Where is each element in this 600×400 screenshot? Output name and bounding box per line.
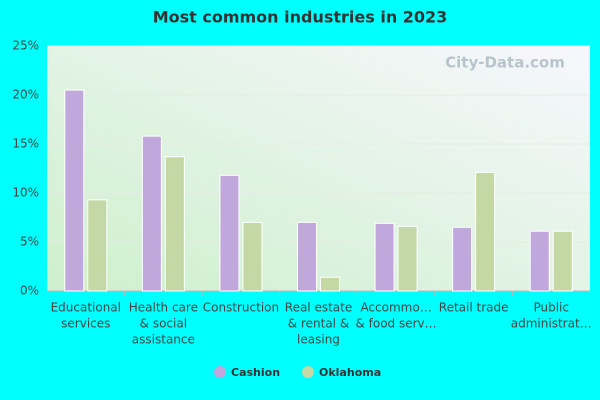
bar xyxy=(529,230,550,292)
x-tick-label: leasing xyxy=(297,333,340,347)
y-tick-label: 25% xyxy=(12,39,39,53)
x-tick-label: administrat… xyxy=(511,317,592,331)
bar xyxy=(219,174,240,292)
legend-label: Cashion xyxy=(231,366,280,379)
bar xyxy=(164,156,185,292)
bar xyxy=(242,221,263,292)
legend-swatch xyxy=(302,366,314,378)
watermark: City-Data.com xyxy=(445,54,565,72)
x-tick-label: Retail trade xyxy=(439,301,509,315)
bar xyxy=(320,276,340,292)
bar xyxy=(475,171,496,292)
x-tick-label: Accommo… xyxy=(360,301,431,315)
y-tick-label: 20% xyxy=(12,88,39,102)
x-tick-label: Real estate xyxy=(285,301,352,315)
x-tick-label: Construction xyxy=(203,301,279,315)
chart-title: Most common industries in 2023 xyxy=(153,8,448,27)
bar xyxy=(64,89,85,292)
y-tick-label: 0% xyxy=(20,284,39,298)
y-tick-label: 15% xyxy=(12,137,39,151)
x-tick-label: Health care xyxy=(129,301,198,315)
bar xyxy=(141,135,162,292)
bar xyxy=(452,226,473,292)
x-tick-label: & social xyxy=(140,317,187,331)
bar xyxy=(87,199,108,292)
legend-swatch xyxy=(214,366,226,378)
plot-area xyxy=(47,46,590,291)
bar xyxy=(552,230,573,292)
x-tick-label: services xyxy=(61,317,110,331)
y-tick-label: 10% xyxy=(12,186,39,200)
x-tick-label: Educational xyxy=(51,301,121,315)
x-tick-label: & rental & xyxy=(288,317,349,331)
bar xyxy=(397,225,418,292)
bar xyxy=(297,221,317,292)
y-tick-label: 5% xyxy=(20,235,39,249)
legend-label: Oklahoma xyxy=(319,366,381,379)
x-tick-label: assistance xyxy=(132,333,195,347)
x-tick-label: & food serv… xyxy=(355,317,436,331)
bar xyxy=(374,222,395,292)
x-tick-label: Public xyxy=(533,301,569,315)
